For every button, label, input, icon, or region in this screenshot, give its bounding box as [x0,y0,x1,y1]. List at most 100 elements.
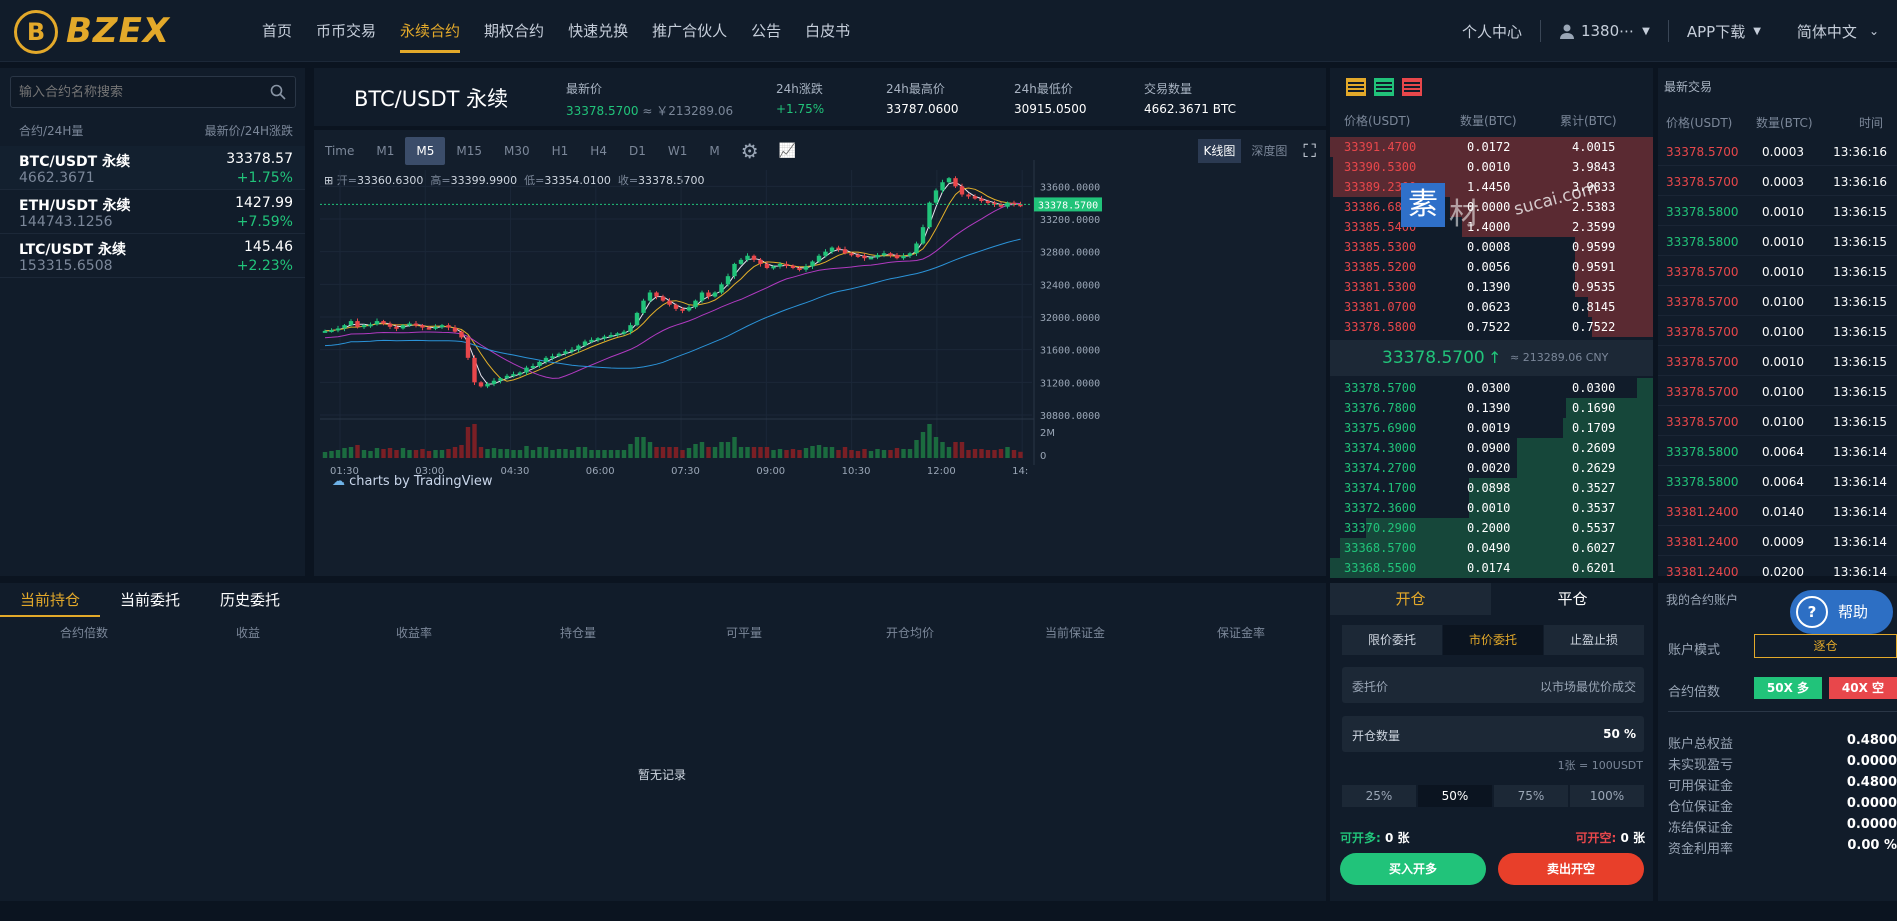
order-type-tab[interactable]: 市价委托 [1443,625,1543,655]
tab-close-position[interactable]: 平仓 [1557,590,1588,608]
market-item[interactable]: BTC/USDT 永续 4662.3671 33378.57 +1.75% [0,146,305,190]
ask-amount: 0.7522 [1467,320,1511,334]
sell-short-button[interactable]: 卖出开空 [1498,853,1644,885]
interval-m[interactable]: M [709,144,720,158]
leverage-short-button[interactable]: 40X 空 [1829,677,1897,699]
positions-tab[interactable]: 当前持仓 [0,583,101,617]
bid-row[interactable]: 33374.1700 0.0898 0.3527 [1330,478,1653,498]
fullscreen-icon[interactable]: ⛶ [1303,140,1316,162]
bid-row[interactable]: 33378.5700 0.0300 0.0300 [1330,378,1653,398]
book-asks-icon[interactable] [1402,78,1422,96]
help-button[interactable]: ? 帮助 [1790,590,1893,634]
nav-item[interactable]: 币币交易 [316,22,377,40]
bid-row[interactable]: 33368.5700 0.0490 0.6027 [1330,538,1653,558]
nav-item[interactable]: 快速兑换 [568,22,629,40]
market-item[interactable]: LTC/USDT 永续 153315.6508 145.46 +2.23% [0,234,305,278]
volume-bar [563,449,568,458]
tradingview-credit[interactable]: ☁ charts by TradingView [332,474,492,489]
bid-row[interactable]: 33368.5500 0.0174 0.6201 [1330,558,1653,578]
account-dropdown[interactable]: 1380⋯ ▼ [1541,22,1668,40]
interval-m30[interactable]: M30 [504,144,530,158]
ask-row[interactable]: 33390.5300 0.0010 3.9843 [1330,157,1653,177]
interval-h4[interactable]: H4 [590,144,607,158]
nav-item[interactable]: 推广合伙人 [652,22,728,40]
leverage-label: 合约倍数 [1668,685,1721,700]
ask-row[interactable]: 33381.5300 0.1390 0.9535 [1330,277,1653,297]
bid-row[interactable]: 33375.6900 0.0019 0.1709 [1330,418,1653,438]
app-download-dropdown[interactable]: APP下载 ▼ [1669,21,1779,42]
bid-row[interactable]: 33372.3600 0.0010 0.3537 [1330,498,1653,518]
book-both-icon[interactable] [1346,78,1366,96]
percent-button[interactable]: 75% [1494,785,1568,807]
nav-item[interactable]: 首页 [262,22,293,40]
col-time: 时间 [1858,116,1883,130]
candlestick-chart[interactable]: 33600.0000 33200.0000 32800.0000 32400.0000… [314,130,1326,576]
interval-h1[interactable]: H1 [551,144,569,158]
bid-price: 33374.1700 [1344,481,1417,495]
interval-m1[interactable]: M1 [376,144,395,158]
ask-row[interactable]: 33385.5300 0.0008 0.9599 [1330,237,1653,257]
positions-tab[interactable]: 当前委托 [120,591,181,609]
order-type-tab[interactable]: 限价委托 [1342,625,1442,655]
ask-amount: 0.1390 [1467,280,1511,294]
bid-price: 33372.3600 [1344,501,1417,515]
positions-tab[interactable]: 历史委托 [220,591,281,609]
interval-w1[interactable]: W1 [667,144,688,158]
candle-body [387,323,393,327]
bid-row[interactable]: 33376.7800 0.1390 0.1690 [1330,398,1653,418]
view-kline-button[interactable]: K线图 [1197,139,1242,163]
ask-row[interactable]: 33385.5400 1.4000 2.3599 [1330,217,1653,237]
book-bids-icon[interactable] [1374,78,1394,96]
nav-item[interactable]: 永续合约 [388,0,472,62]
bid-row[interactable]: 33370.2900 0.2000 0.5537 [1330,518,1653,538]
volume-bar [394,450,399,458]
buy-long-button[interactable]: 买入开多 [1340,853,1486,885]
search-input[interactable] [11,77,251,107]
ask-row[interactable]: 33381.0700 0.0623 0.8145 [1330,297,1653,317]
price-field[interactable]: 委托价 以市场最优价成交 [1342,667,1644,703]
percent-button[interactable]: 100% [1570,785,1644,807]
percent-button[interactable]: 25% [1342,785,1416,807]
bid-row[interactable]: 33374.2700 0.0020 0.2629 [1330,458,1653,478]
ask-row[interactable]: 33385.5200 0.0056 0.9591 [1330,257,1653,277]
nav-item[interactable]: 公告 [751,22,782,40]
y-tick-label: 31600.0000 [1040,346,1100,357]
nav-item[interactable]: 期权合约 [484,22,545,40]
interval-m5[interactable]: M5 [405,137,446,165]
search-icon[interactable] [269,83,287,101]
order-type-tab[interactable]: 止盈止损 [1544,625,1644,655]
leverage-long-button[interactable]: 50X 多 [1754,677,1822,699]
view-depth-button[interactable]: 深度图 [1251,144,1288,158]
interval-d1[interactable]: D1 [628,144,646,158]
high-value: 33399.9900 [450,174,518,187]
interval-m15[interactable]: M15 [456,144,482,158]
nav-item[interactable]: 白皮书 [805,22,851,40]
tab-open-position[interactable]: 开仓 [1330,583,1491,615]
bid-row[interactable]: 33374.3000 0.0900 0.2609 [1330,438,1653,458]
account-row: 仓位保证金 0.0000 [1668,796,1897,815]
percent-button[interactable]: 50% [1418,785,1492,807]
open-label: 开= [336,174,357,187]
market-item[interactable]: ETH/USDT 永续 144743.1256 1427.99 +7.59% [0,190,305,234]
market-change: +1.75% [236,170,293,186]
collapse-icon[interactable]: ⊞ [324,174,334,187]
interval-time[interactable]: Time [325,144,355,158]
ask-row[interactable]: 33389.2300 1.4450 3.9833 [1330,177,1653,197]
volume-bar [582,447,588,458]
user-center-link[interactable]: 个人中心 [1461,22,1522,41]
mode-select[interactable]: 逐仓 [1754,634,1897,658]
account-row: 冻结保证金 0.0000 [1668,817,1897,836]
candle-body [907,253,913,256]
quantity-field[interactable]: 开仓数量 50 % [1342,716,1644,752]
volume-bar [751,447,757,458]
ask-row[interactable]: 33391.4700 0.0172 4.0015 [1330,137,1653,157]
trade-row: 33378.5700 0.0100 13:36:15 [1658,286,1897,316]
indicators-icon[interactable]: 📈 [778,143,797,159]
language-dropdown[interactable]: 简体中文 ⌄ [1779,21,1897,42]
ask-row[interactable]: 33378.5800 0.7522 0.7522 [1330,317,1653,337]
settings-gear-icon[interactable]: ⚙ [740,139,759,163]
logo[interactable]: B BZEX [14,9,194,54]
quantity-label: 开仓数量 [1352,729,1401,743]
ask-row[interactable]: 33386.6800 0.0000 2.5383 [1330,197,1653,217]
